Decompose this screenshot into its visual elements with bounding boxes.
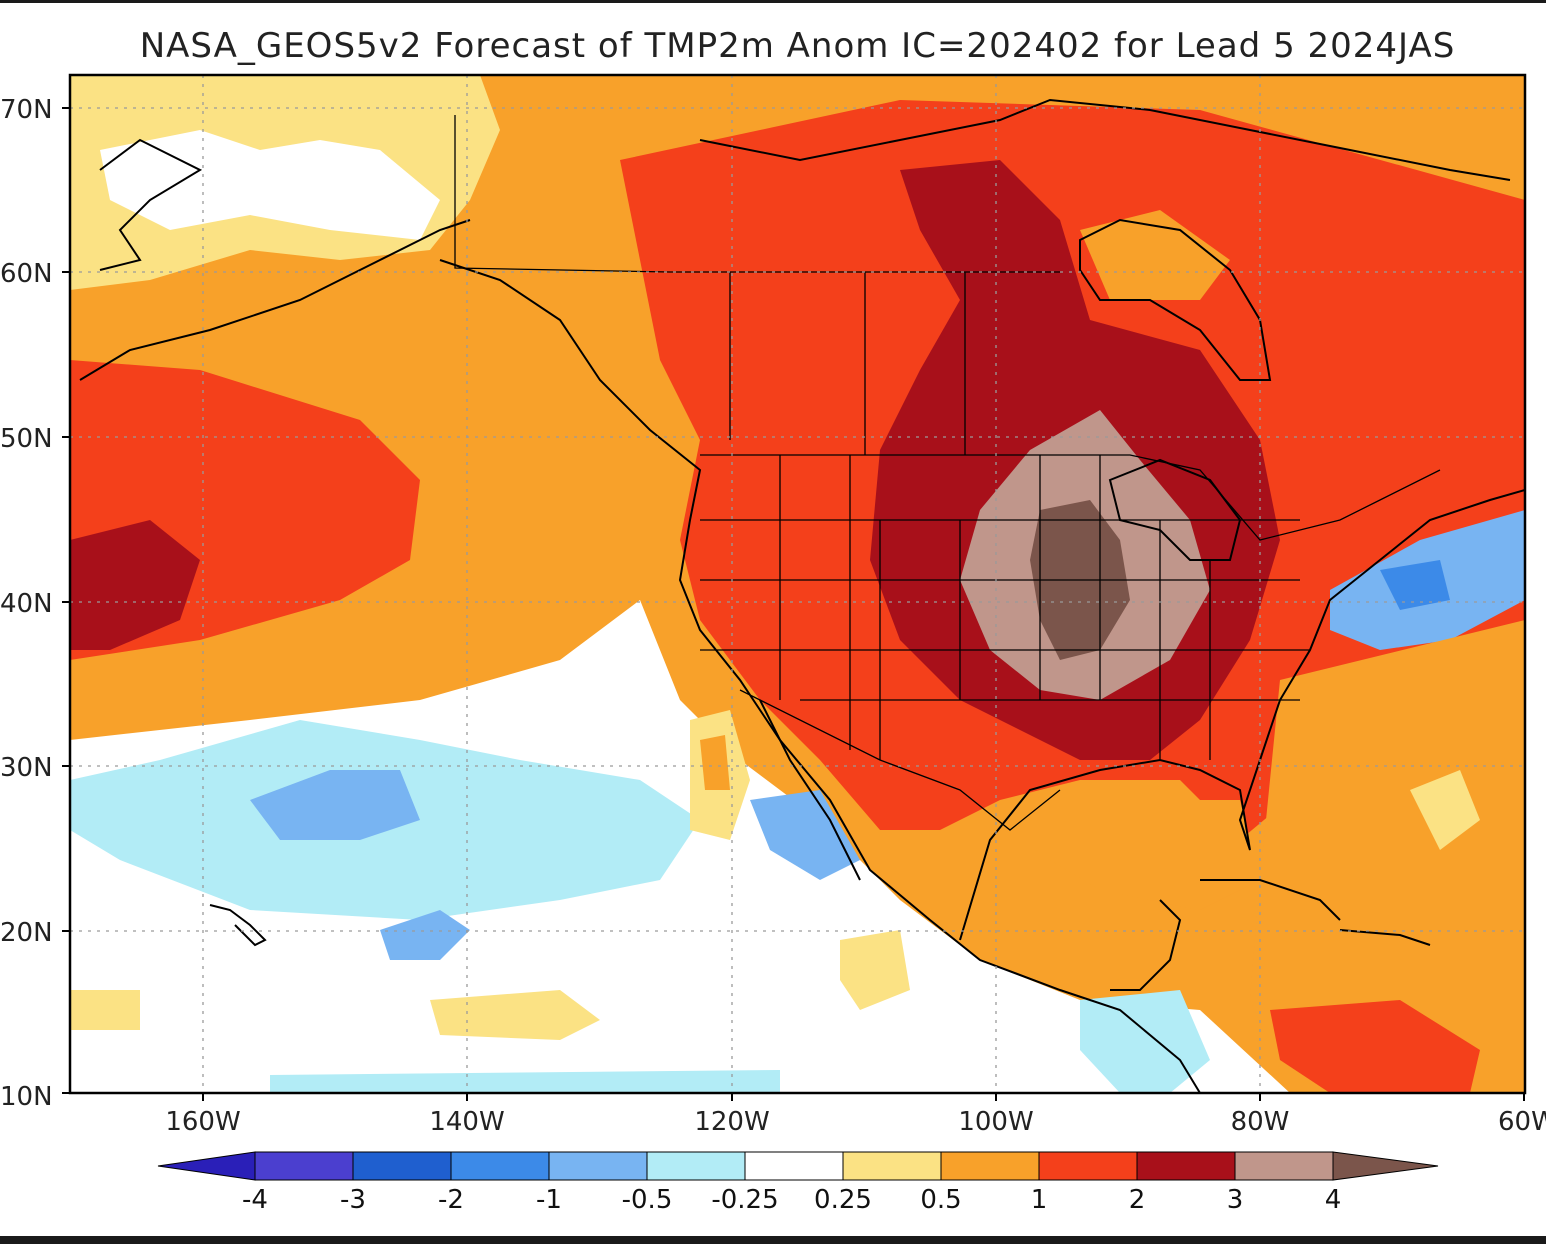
colorbar: -4 -3 -2 -1 -0.5 -0.25 0.25 0.5 1 2 3 4 <box>157 1151 1439 1215</box>
pale-atlantic-blob <box>1410 770 1480 850</box>
blue-baja-region <box>750 790 860 880</box>
colorbar-label: 2 <box>1129 1185 1146 1215</box>
red-caribbean-region <box>1270 1000 1480 1093</box>
lon-ticks <box>202 1093 1525 1101</box>
orange-gulf-region <box>1030 800 1260 910</box>
orange-hudson-bay <box>1080 210 1230 300</box>
lon-label-80w: 80W <box>1231 1107 1290 1137</box>
yucatan-coast <box>1110 899 1182 991</box>
hispaniola-coast <box>1339 929 1431 946</box>
lat-label-30n: 30N <box>0 753 53 783</box>
colorbar-low-arrow <box>157 1151 256 1181</box>
midblue-pacific-region <box>250 770 420 840</box>
alaska-coast <box>79 219 471 381</box>
colorbar-label: -3 <box>340 1185 366 1215</box>
lon-label-160w: 160W <box>165 1107 240 1137</box>
coastlines <box>79 98 1525 1093</box>
colorbar-label: 1 <box>1031 1185 1048 1215</box>
colorbar-label: 3 <box>1227 1185 1244 1215</box>
colorbar-label: -2 <box>438 1185 464 1215</box>
darkred-pacific-region <box>70 520 200 650</box>
great-lakes <box>1108 458 1242 561</box>
us-mexico-border <box>739 689 1061 831</box>
colorbar-cell <box>1136 1151 1236 1181</box>
cuba-coast <box>1200 879 1341 921</box>
lat-labels: 70N 60N 50N 40N 30N 20N 10N <box>0 95 53 1112</box>
colorbar-cell <box>646 1151 746 1181</box>
lightblue-central-america <box>1080 990 1210 1093</box>
lon-label-60w: 60W <box>1498 1107 1546 1137</box>
white-alaska <box>100 130 440 240</box>
colorbar-cell <box>940 1151 1040 1181</box>
map-frame <box>68 73 1527 1095</box>
orange-offshore-blob <box>700 735 730 790</box>
state-province-lines <box>700 272 1310 760</box>
colorbar-label: -1 <box>536 1185 562 1215</box>
map-title: NASA_GEOS5v2 Forecast of TMP2m Anom IC=2… <box>139 26 1456 66</box>
arctic-coast <box>699 98 1511 181</box>
us-canada-border <box>700 454 1441 541</box>
lightblue-south-strip <box>270 1070 780 1093</box>
darkblue-atlantic-region <box>1380 560 1450 610</box>
political-boundaries <box>454 115 1441 831</box>
colorbar-cell <box>744 1151 844 1181</box>
bottom-border <box>0 1236 1546 1244</box>
lat-label-10n: 10N <box>0 1082 53 1112</box>
pale-south-blob <box>430 990 600 1040</box>
colorbar-cell <box>548 1151 648 1181</box>
lat-label-50n: 50N <box>0 424 53 454</box>
lat-label-20n: 20N <box>0 918 53 948</box>
hawaii-islands <box>209 904 267 947</box>
baja-coast <box>759 699 861 881</box>
colorbar-label: -4 <box>242 1185 268 1215</box>
gridlines <box>70 75 1525 1093</box>
top-border <box>0 0 1546 3</box>
colorbar-label: 4 <box>1325 1185 1342 1215</box>
gulf-atlantic-coast <box>959 489 1525 941</box>
colorbar-cell <box>1234 1151 1334 1181</box>
lon-label-120w: 120W <box>694 1107 769 1137</box>
hudson-bay-coast <box>1079 218 1272 381</box>
pale-mexico-blob <box>840 930 910 1010</box>
orange-atlantic-region <box>1250 620 1525 1093</box>
colorbar-cell <box>842 1151 942 1181</box>
lon-label-100w: 100W <box>958 1107 1033 1137</box>
lat-label-70n: 70N <box>0 95 53 125</box>
colorbar-cell <box>254 1151 354 1181</box>
colorbar-cell <box>450 1151 550 1181</box>
pale-sw-blob <box>70 990 140 1030</box>
lat-label-60n: 60N <box>0 259 53 289</box>
alaska-west-coast <box>99 138 203 271</box>
pacific-coast <box>439 259 1201 1093</box>
colorbar-label: 0.5 <box>920 1185 961 1215</box>
lon-labels: 160W 140W 120W 100W 80W 60W <box>165 1107 1546 1137</box>
anomaly-field <box>70 75 1525 1093</box>
colorbar-label: -0.5 <box>622 1185 673 1215</box>
lon-label-140w: 140W <box>429 1107 504 1137</box>
lat-ticks <box>62 107 70 1094</box>
lat-label-40n: 40N <box>0 589 53 619</box>
colorbar-label: 0.25 <box>814 1185 872 1215</box>
midblue-hawaii-region <box>380 910 470 960</box>
colorbar-label: -0.25 <box>711 1185 778 1215</box>
colorbar-cell <box>1038 1151 1138 1181</box>
colorbar-high-arrow <box>1332 1151 1439 1181</box>
colorbar-cell <box>352 1151 452 1181</box>
